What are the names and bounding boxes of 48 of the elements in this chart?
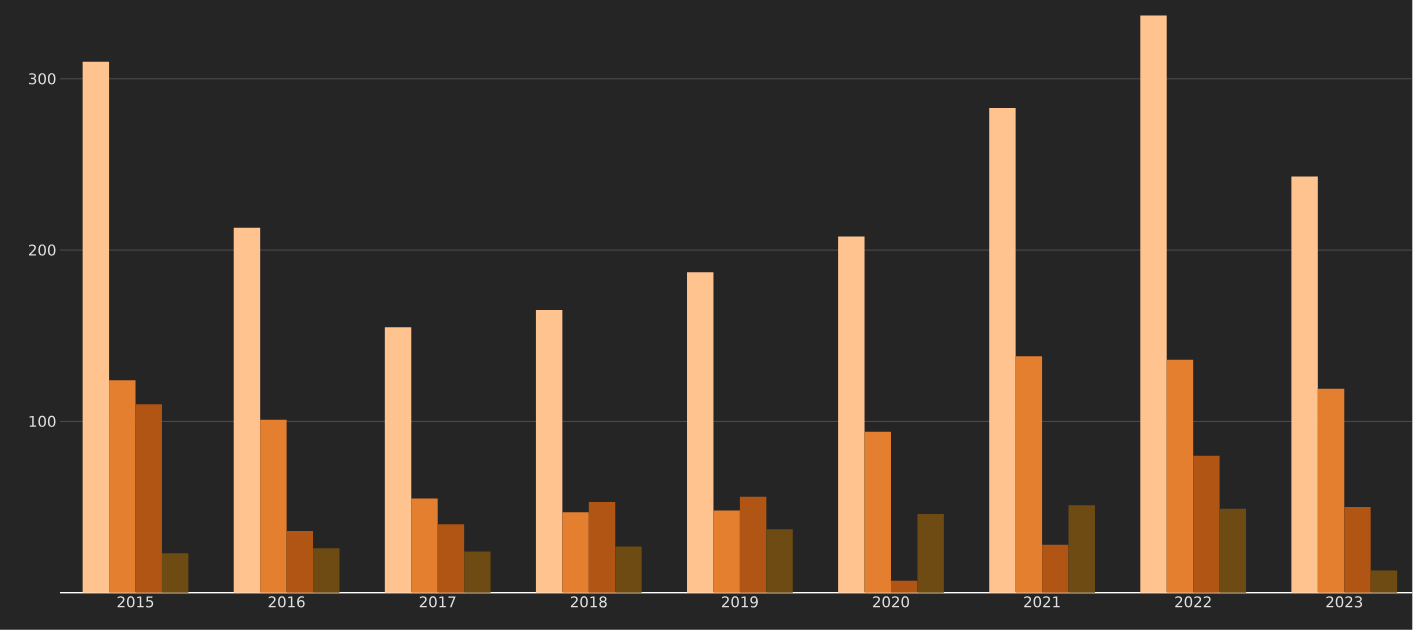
bar bbox=[135, 404, 162, 593]
x-tick-label: 2016 bbox=[268, 596, 305, 608]
bar bbox=[1291, 176, 1318, 593]
bar bbox=[1068, 505, 1095, 593]
bar bbox=[1370, 570, 1398, 593]
bar bbox=[1166, 359, 1194, 593]
x-tick-label: 2018 bbox=[570, 596, 607, 608]
bar bbox=[411, 498, 438, 593]
bar bbox=[286, 531, 314, 593]
bar bbox=[1317, 389, 1345, 593]
bar bbox=[739, 496, 767, 593]
bar bbox=[313, 548, 340, 593]
bar bbox=[464, 551, 491, 593]
bar bbox=[989, 108, 1016, 593]
bar bbox=[535, 310, 563, 593]
bar bbox=[161, 553, 189, 593]
bar bbox=[109, 380, 136, 593]
x-tick-label: 2015 bbox=[117, 596, 154, 608]
x-tick-label: 2021 bbox=[1024, 596, 1060, 608]
bar bbox=[82, 61, 110, 593]
bar bbox=[1140, 15, 1167, 593]
bar bbox=[1015, 356, 1043, 593]
bar bbox=[562, 512, 589, 593]
bar bbox=[1042, 544, 1069, 593]
y-tick-label: 100 bbox=[29, 415, 56, 428]
x-tick-label: 2023 bbox=[1326, 596, 1363, 608]
bar bbox=[1219, 508, 1247, 593]
bar bbox=[1193, 455, 1220, 593]
bar bbox=[384, 327, 412, 593]
bar bbox=[917, 514, 944, 593]
x-tick-label: 2020 bbox=[873, 596, 909, 608]
bar bbox=[838, 236, 865, 593]
y-tick-label: 300 bbox=[29, 73, 56, 85]
bar bbox=[1344, 507, 1371, 593]
bar bbox=[687, 272, 714, 593]
bar bbox=[233, 227, 261, 593]
bar bbox=[437, 524, 465, 593]
bar bbox=[890, 580, 918, 593]
bar bbox=[260, 419, 287, 593]
x-tick-label: 2019 bbox=[721, 596, 758, 608]
bar bbox=[615, 546, 642, 593]
x-tick-label: 2022 bbox=[1175, 596, 1211, 608]
y-tick-label: 200 bbox=[29, 244, 56, 256]
bar bbox=[588, 502, 616, 593]
bar bbox=[766, 529, 793, 593]
x-tick-label: 2017 bbox=[419, 596, 456, 608]
bar bbox=[864, 431, 891, 593]
bar bbox=[713, 510, 740, 593]
